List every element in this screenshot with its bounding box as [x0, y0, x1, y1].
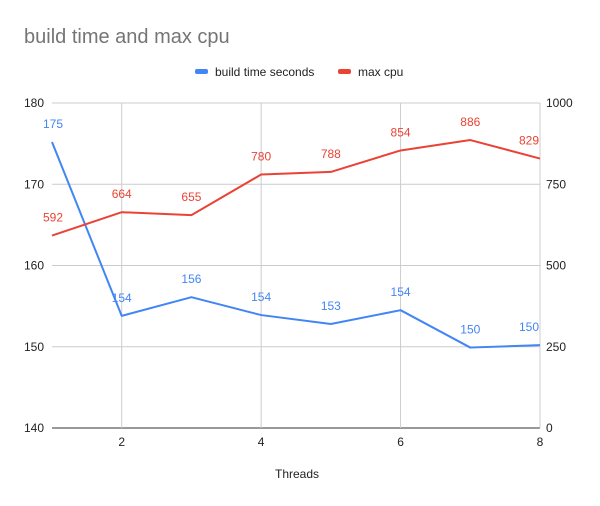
x-tick-label: 8	[537, 435, 544, 449]
legend-label: build time seconds	[215, 65, 314, 79]
legend-label: max cpu	[358, 65, 403, 79]
data-labels: 175 154 156 154 153 154 150 150 592 664 655 780 788 8…	[43, 115, 539, 337]
data-label: 664	[112, 187, 132, 201]
x-tick-label: 6	[397, 435, 404, 449]
data-label: 150	[519, 320, 539, 334]
data-label: 154	[391, 285, 411, 299]
legend-swatch	[338, 69, 351, 74]
data-label: 780	[251, 150, 271, 164]
series-lines	[51, 139, 541, 349]
x-tick-label: 4	[258, 435, 265, 449]
y-right-tick-label: 250	[546, 340, 566, 354]
x-axis-label: Threads	[275, 467, 319, 481]
y-right-tick-label: 500	[546, 259, 566, 273]
data-label: 886	[460, 115, 480, 129]
gridlines	[52, 102, 541, 429]
axes: 140 0 150 250 160 500 170 750 180 1000 2 4 6 8	[24, 96, 573, 449]
y-right-tick-label: 750	[546, 177, 566, 191]
data-label: 788	[321, 147, 341, 161]
data-label: 854	[391, 125, 411, 139]
legend-swatch	[195, 69, 208, 74]
chart-title: build time and max cpu	[24, 26, 230, 48]
data-label: 655	[181, 190, 201, 204]
y-right-tick-label: 1000	[546, 96, 573, 110]
data-label: 829	[519, 134, 539, 148]
x-tick-label: 2	[118, 435, 125, 449]
data-label: 154	[251, 290, 271, 304]
series-line-1	[51, 141, 541, 349]
y-left-tick-label: 150	[24, 340, 44, 354]
data-label: 156	[181, 272, 201, 286]
data-label: 150	[460, 323, 480, 337]
data-label: 592	[43, 211, 63, 225]
y-left-tick-label: 160	[24, 259, 44, 273]
y-left-tick-label: 180	[24, 96, 44, 110]
y-left-tick-label: 170	[24, 177, 44, 191]
data-label: 154	[112, 291, 132, 305]
y-left-tick-label: 140	[24, 421, 44, 435]
data-label: 153	[321, 299, 341, 313]
legend: build time seconds max cpu	[195, 65, 403, 79]
data-label: 175	[43, 117, 63, 131]
y-right-tick-label: 0	[546, 421, 553, 435]
series-line-2	[51, 139, 541, 237]
